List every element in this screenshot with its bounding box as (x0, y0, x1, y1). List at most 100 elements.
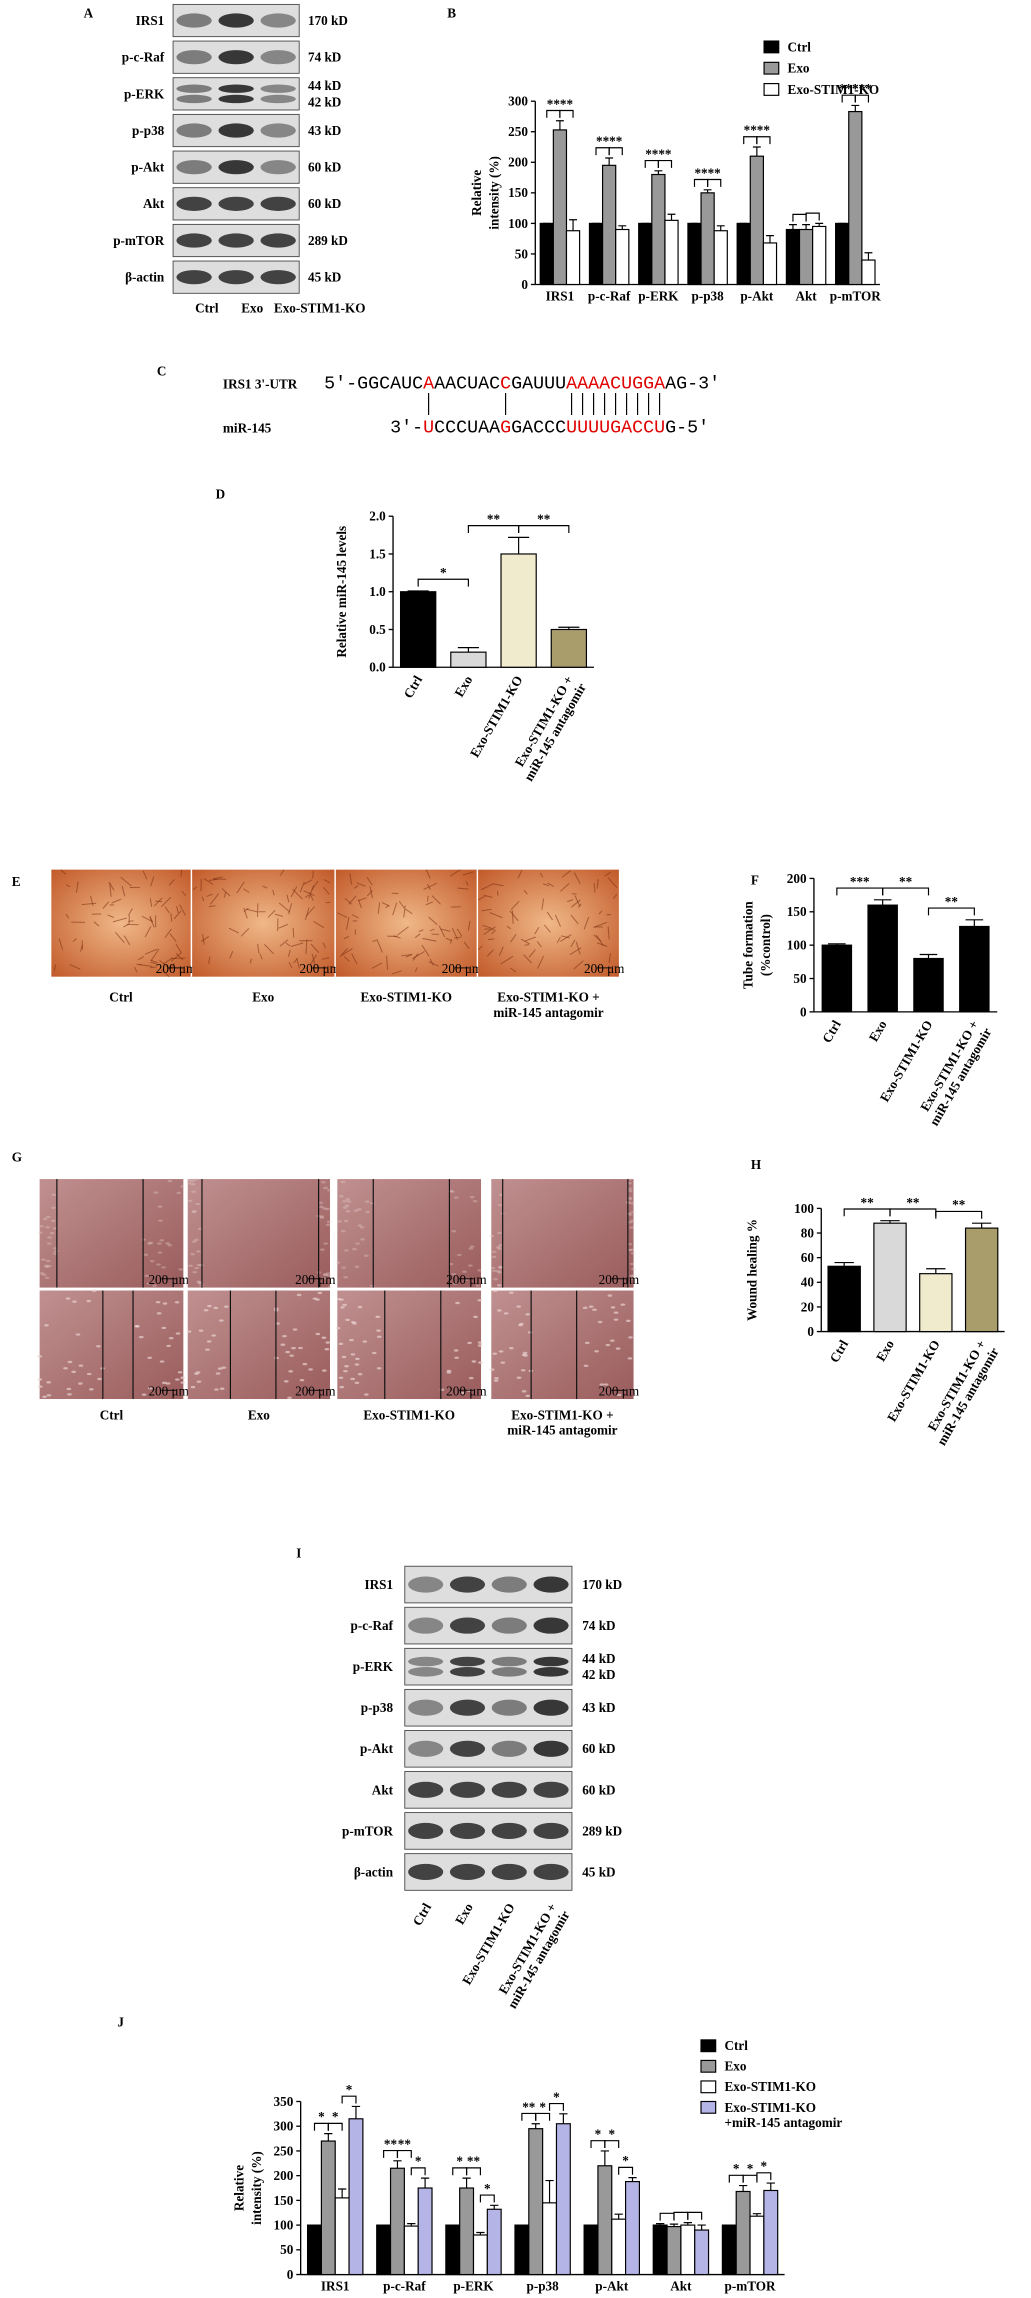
sequence-segment: 3'- (390, 418, 423, 439)
condition-label: Exo-STIM1-KO (363, 1408, 455, 1423)
cell-texture (477, 1299, 483, 1302)
cell-texture (369, 1284, 375, 1287)
cell-texture (214, 1388, 219, 1391)
blot-row-label: β-actin (125, 270, 165, 285)
significance-bracket (521, 2112, 537, 2121)
significance-label: * (622, 2153, 629, 2168)
blot-row-label: p-c-Raf (351, 1618, 394, 1633)
legend-swatch (763, 40, 780, 54)
cell-texture (67, 1393, 72, 1396)
y-tick-label: 300 (508, 94, 528, 109)
tube-texture (170, 957, 186, 960)
tube-texture (509, 910, 519, 922)
cell-texture (205, 1348, 210, 1351)
blot-band (260, 123, 296, 138)
sequence-segment: AG-3' (665, 374, 720, 395)
bar (399, 591, 437, 668)
condition-label: Exo (248, 1408, 270, 1423)
cell-texture (44, 1276, 50, 1279)
tube-texture (462, 871, 474, 876)
cell-texture (342, 1200, 347, 1203)
cell-texture (477, 1344, 483, 1347)
cell-texture (491, 1255, 497, 1259)
cell-texture (522, 1351, 528, 1355)
blot-row-label: β-actin (354, 1864, 394, 1879)
tube-texture (202, 934, 205, 945)
bar (615, 228, 630, 286)
blot-band (176, 84, 212, 93)
cell-texture (187, 1199, 193, 1202)
tube-texture (561, 935, 570, 939)
blot-band (491, 1576, 527, 1593)
tube-texture (170, 913, 173, 922)
cell-texture (186, 1182, 191, 1185)
tube-texture (267, 909, 276, 918)
cell-texture (345, 1198, 351, 1201)
cell-texture (340, 1230, 346, 1233)
tube-texture (120, 876, 132, 887)
x-tick-label: p-mTOR (830, 289, 882, 304)
blot-band (449, 1863, 486, 1881)
x-tick-label: Exo (451, 673, 475, 700)
cell-texture (162, 1302, 168, 1305)
tube-texture (593, 934, 602, 942)
cell-texture (156, 1263, 161, 1266)
significance-bracket (535, 2112, 551, 2121)
blot-band (260, 94, 296, 104)
cell-texture (459, 1391, 465, 1395)
tube-texture (176, 906, 179, 914)
tube-texture (180, 869, 183, 877)
y-tick-label: 150 (508, 185, 528, 200)
tube-texture (524, 936, 537, 942)
condition-label: Ctrl (100, 1408, 124, 1423)
blot-row-label: IRS1 (364, 1577, 393, 1592)
cell-texture (605, 1343, 611, 1347)
bar (964, 1227, 999, 1333)
significance-bracket (889, 1208, 937, 1217)
cell-texture (620, 1303, 626, 1306)
significance-label: ** (537, 511, 551, 526)
cell-texture (597, 1320, 603, 1324)
cell-texture (630, 1252, 636, 1255)
blot-band (533, 1822, 569, 1839)
cell-texture (192, 1210, 197, 1213)
cell-texture (155, 1301, 161, 1304)
panel-label: F (751, 872, 759, 887)
x-tick-label: p-p38 (527, 2279, 560, 2294)
sequence-segment: C (500, 374, 511, 395)
legend-label: Exo-STIM1-KO (788, 82, 880, 97)
tube-texture (366, 889, 373, 897)
condition-label: Exo-STIM1-KO + miR-145 antagomir (507, 1408, 617, 1438)
blot-size-label: 60 kD (582, 1782, 615, 1797)
cell-texture (143, 1253, 149, 1256)
micrograph (192, 869, 335, 977)
tube-texture (418, 929, 424, 932)
tube-texture (123, 935, 131, 946)
tube-texture (173, 910, 182, 920)
cell-texture (527, 1331, 533, 1334)
micrograph (337, 1290, 482, 1400)
blot-row-label: p-ERK (124, 86, 165, 101)
cell-texture (46, 1394, 52, 1397)
tube-texture (425, 869, 431, 879)
tube-texture (598, 910, 603, 915)
cell-texture (51, 1193, 57, 1196)
x-tick-label: p-c-Raf (588, 289, 631, 304)
cell-texture (354, 1381, 360, 1384)
y-tick-label: 0.5 (369, 622, 386, 637)
cell-texture (318, 1201, 323, 1204)
y-axis-label: Relative miR-145 levels (334, 526, 349, 658)
y-tick-label: 350 (274, 2094, 294, 2109)
cell-texture (327, 1285, 333, 1289)
sequence: 3'-UCCCUAAGGACCCUUUUGACCUG-5' (390, 418, 709, 439)
significance-bracket (604, 2140, 620, 2148)
cell-texture (191, 1240, 197, 1243)
tube-texture (348, 895, 357, 905)
cell-texture (320, 1181, 326, 1184)
cell-texture (355, 1357, 360, 1361)
scale-bar-label: 200 μm (156, 961, 197, 976)
cell-texture (190, 1385, 196, 1389)
tube-texture (372, 939, 377, 942)
cell-texture (174, 1301, 180, 1304)
text-line: Exo-STIM1-KO + (497, 990, 599, 1005)
